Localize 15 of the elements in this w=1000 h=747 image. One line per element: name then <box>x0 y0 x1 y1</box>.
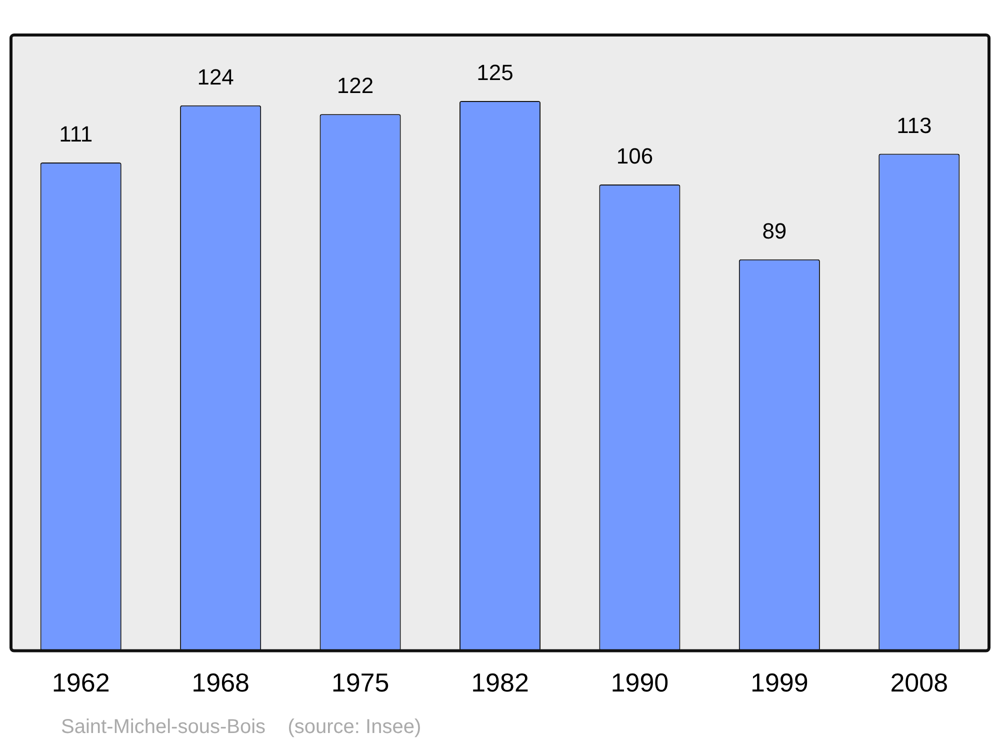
x-tick-label: 1990 <box>610 668 669 698</box>
x-tick-label: 1968 <box>192 668 250 698</box>
data-label: 106 <box>616 144 654 169</box>
data-label: 113 <box>896 112 932 138</box>
x-tick-label: 1962 <box>52 668 110 698</box>
data-label: 125 <box>476 60 514 86</box>
data-label: 122 <box>336 73 374 98</box>
data-label: 124 <box>197 64 234 90</box>
text: Saint-Michel-sous-Bois (source: Insee) <box>61 716 422 739</box>
data-label: 89 <box>762 218 787 244</box>
x-tick-label: 1982 <box>471 668 529 698</box>
x-tick-label: 1975 <box>331 668 390 698</box>
x-tick-label: 1999 <box>750 668 808 698</box>
data-label: 111 <box>59 122 93 147</box>
x-tick-label: 2008 <box>890 668 948 698</box>
